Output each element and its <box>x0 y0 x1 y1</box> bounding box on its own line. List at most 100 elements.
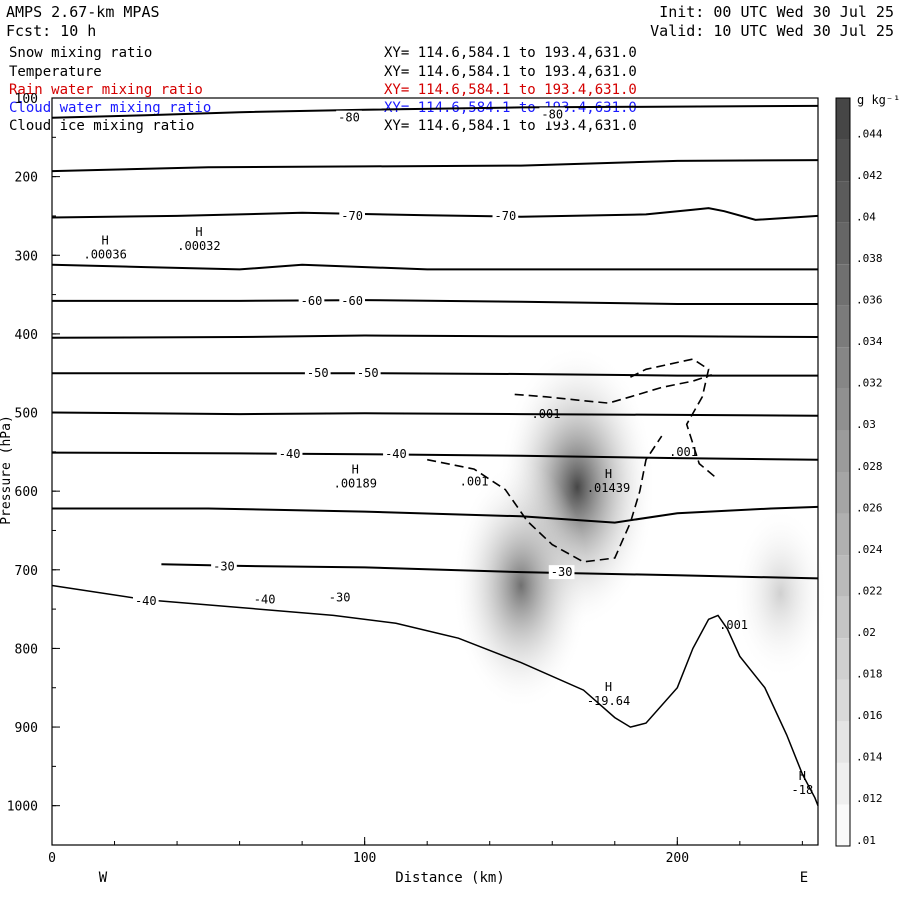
isotherm-label: -80 <box>541 108 563 122</box>
isotherm-line <box>51 451 819 461</box>
label-background <box>539 107 566 122</box>
isotherm-line <box>51 411 819 417</box>
label-background <box>492 208 519 223</box>
cloud-ice-contours <box>427 358 719 563</box>
extremum-value: .01439 <box>587 481 630 495</box>
colorbar-label: .014 <box>856 751 883 764</box>
isotherm-label: -40 <box>254 593 276 607</box>
plot-frame <box>51 97 819 846</box>
x-tick-label: 100 <box>353 851 376 866</box>
field-name: Rain water mixing ratio <box>9 82 203 98</box>
colorbar-segment <box>836 513 850 556</box>
extremum-marker: H <box>605 467 612 481</box>
isotherm-label: -60 <box>301 294 323 308</box>
colorbar-label: .02 <box>856 626 876 639</box>
colorbar-segment <box>836 472 850 514</box>
colorbar-segment <box>836 139 850 182</box>
colorbar-segment <box>836 721 850 763</box>
y-tick-label: 300 <box>15 249 38 264</box>
extremum-marker: H <box>102 233 109 247</box>
cloud-ice-contour <box>630 358 719 481</box>
isotherm-line <box>52 299 818 305</box>
extremum-value: .00189 <box>334 476 377 490</box>
valid-time: Valid: 10 UTC Wed 30 Jul 25 <box>650 22 894 40</box>
y-tick-label: 500 <box>15 407 38 422</box>
colorbar-label: .018 <box>856 668 883 681</box>
isotherm-line <box>51 104 819 119</box>
colorbar-label: .034 <box>856 335 883 348</box>
field-list: Snow mixing ratio XY= 114.6,584.1 to 193… <box>9 45 637 134</box>
colorbar-segment <box>836 181 850 223</box>
colorbar-label: .032 <box>856 377 883 390</box>
isotherm-line <box>51 263 818 271</box>
shading-blob <box>734 509 827 677</box>
isotherm-label: -40 <box>385 447 407 461</box>
colorbar-units: g kg⁻¹ <box>857 93 900 107</box>
temperature-isotherms <box>51 104 819 580</box>
colorbar-label: .038 <box>856 252 883 265</box>
x-axis-label: Distance (km) <box>395 870 505 886</box>
colorbar-label: .03 <box>856 418 876 431</box>
isotherm-label: -50 <box>307 366 329 380</box>
extremum-value: -18 <box>792 783 814 797</box>
extremum-value: .001 <box>719 618 748 632</box>
isotherm-label: -70 <box>341 209 363 223</box>
isotherm-line <box>51 334 819 339</box>
field-xy: XY= 114.6,584.1 to 193.4,631.0 <box>384 64 637 80</box>
extremum-marker: H <box>352 462 359 476</box>
label-background <box>354 366 381 381</box>
y-tick-label: 200 <box>15 171 38 186</box>
extremum-marker: H <box>195 225 202 239</box>
colorbar-segment <box>836 347 850 389</box>
forecast-hour: Fcst: 10 h <box>6 22 96 40</box>
y-tick-label: 900 <box>15 721 38 736</box>
isotherm-label: -30 <box>213 560 235 574</box>
label-background <box>304 366 331 381</box>
label-background <box>251 592 278 607</box>
y-tick-label: 700 <box>15 564 38 579</box>
extremum-value: .00032 <box>177 239 220 253</box>
mixing-ratio-shading <box>452 346 827 709</box>
colorbar-segment <box>836 264 850 306</box>
colorbar-segment <box>836 430 850 472</box>
terrain-line <box>51 584 819 806</box>
label-background <box>383 447 409 462</box>
colorbar-segment <box>836 305 850 348</box>
colorbar-segment <box>836 555 850 597</box>
isotherm-line <box>52 372 818 377</box>
label-background <box>276 447 303 462</box>
isotherm-line <box>51 207 819 221</box>
isotherm-label: -60 <box>341 294 363 308</box>
isotherm-label: -50 <box>357 366 379 380</box>
cloud-ice-contour <box>427 435 663 563</box>
colorbar-label: .04 <box>856 210 876 223</box>
colorbar-label: .012 <box>856 792 883 805</box>
field-xy: XY= 114.6,584.1 to 193.4,631.0 <box>384 82 637 98</box>
colorbar-segment <box>836 679 850 722</box>
field-name: Cloud water mixing ratio <box>9 100 211 116</box>
isotherm-label: -40 <box>279 447 301 461</box>
colorbar-segment <box>836 596 850 639</box>
colorbar-label: .016 <box>856 709 883 722</box>
init-time: Init: 00 UTC Wed 30 Jul 25 <box>659 3 894 21</box>
colorbar-segment <box>836 638 850 680</box>
label-background <box>339 293 365 308</box>
field-xy: XY= 114.6,584.1 to 193.4,631.0 <box>384 118 637 134</box>
extremum-value: .001 <box>532 407 561 421</box>
label-background <box>132 594 159 609</box>
colorbar-label: .028 <box>856 460 883 473</box>
y-tick-label: 400 <box>15 328 38 343</box>
model-title: AMPS 2.67-km MPAS <box>6 3 160 21</box>
y-axis: 100 200 300 400 500 600 700 800 900 1000 <box>7 92 60 846</box>
extremum-value: .001 <box>460 475 489 489</box>
isotherm-label: -30 <box>329 590 351 604</box>
contour-labels: -80 -80 -70 -70 -60 -60 -50 -50 -40 -40 -30 -30 -30 -… <box>83 107 814 797</box>
colorbar-label: .024 <box>856 543 883 556</box>
y-axis-label: Pressure (hPa) <box>0 415 14 525</box>
colorbar-label: .01 <box>856 834 876 847</box>
extremum-marker: H <box>799 769 806 783</box>
colorbar-label: .036 <box>856 294 883 307</box>
x-axis-west-label: W <box>99 870 108 886</box>
label-background <box>211 559 237 574</box>
